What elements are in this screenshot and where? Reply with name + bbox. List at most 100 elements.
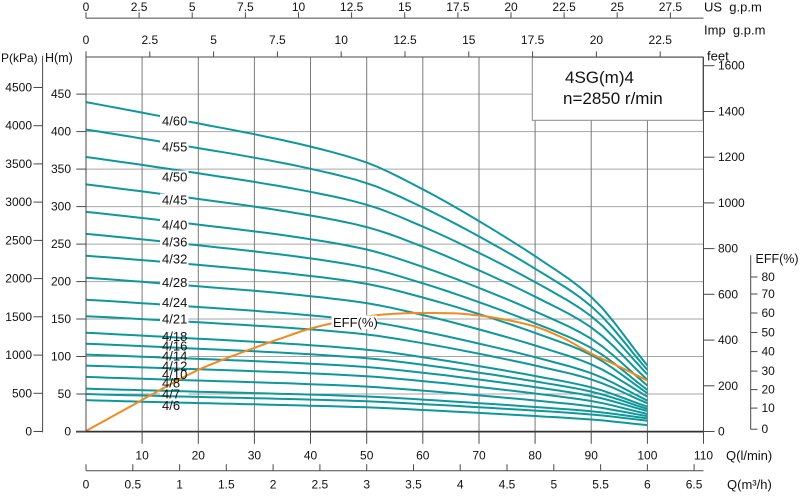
- svg-text:Q(l/min): Q(l/min): [726, 448, 772, 463]
- svg-text:5.5: 5.5: [592, 478, 609, 492]
- svg-text:n=2850 r/min: n=2850 r/min: [563, 89, 663, 108]
- svg-text:4/12: 4/12: [162, 359, 187, 374]
- svg-text:100: 100: [637, 449, 657, 463]
- svg-text:4/55: 4/55: [162, 140, 187, 155]
- svg-text:4/24: 4/24: [162, 295, 187, 310]
- svg-text:60: 60: [762, 306, 776, 320]
- svg-text:4: 4: [457, 478, 464, 492]
- svg-text:250: 250: [51, 237, 71, 251]
- svg-text:2.5: 2.5: [131, 0, 148, 14]
- svg-text:800: 800: [718, 242, 738, 256]
- svg-text:1400: 1400: [718, 105, 745, 119]
- svg-text:5: 5: [550, 478, 557, 492]
- svg-text:4/32: 4/32: [162, 252, 187, 267]
- svg-text:4/36: 4/36: [162, 235, 187, 250]
- svg-text:80: 80: [528, 449, 542, 463]
- svg-text:2.5: 2.5: [312, 478, 329, 492]
- svg-text:4/60: 4/60: [162, 114, 187, 129]
- svg-text:4/7: 4/7: [162, 387, 180, 402]
- svg-text:4000: 4000: [5, 119, 32, 133]
- svg-text:70: 70: [472, 449, 486, 463]
- svg-text:4/50: 4/50: [162, 170, 187, 185]
- svg-text:0: 0: [83, 0, 90, 14]
- svg-text:1000: 1000: [5, 348, 32, 362]
- svg-text:0: 0: [83, 478, 90, 492]
- svg-text:10: 10: [762, 401, 776, 415]
- svg-text:5: 5: [210, 33, 217, 47]
- svg-text:20: 20: [192, 449, 206, 463]
- svg-text:300: 300: [51, 200, 71, 214]
- svg-text:30: 30: [248, 449, 262, 463]
- svg-text:17.5: 17.5: [446, 0, 470, 14]
- svg-text:30: 30: [762, 364, 776, 378]
- svg-text:100: 100: [51, 350, 71, 364]
- svg-text:feet: feet: [707, 49, 729, 64]
- svg-text:6.5: 6.5: [686, 478, 703, 492]
- svg-text:4SG(m)4: 4SG(m)4: [565, 68, 634, 87]
- svg-text:4/8: 4/8: [162, 376, 180, 391]
- svg-text:600: 600: [718, 287, 738, 301]
- svg-text:22.5: 22.5: [552, 0, 576, 14]
- svg-text:50: 50: [58, 387, 72, 401]
- svg-text:H(m): H(m): [45, 51, 73, 65]
- svg-text:4/6: 4/6: [162, 398, 180, 413]
- svg-text:7.5: 7.5: [237, 0, 254, 14]
- svg-text:20: 20: [762, 383, 776, 397]
- svg-text:5: 5: [189, 0, 196, 14]
- svg-text:200: 200: [51, 275, 71, 289]
- svg-text:0.5: 0.5: [124, 478, 141, 492]
- svg-text:4/21: 4/21: [162, 312, 187, 327]
- svg-text:350: 350: [51, 162, 71, 176]
- svg-text:10: 10: [335, 33, 349, 47]
- svg-text:6: 6: [644, 478, 651, 492]
- svg-text:3000: 3000: [5, 195, 32, 209]
- svg-text:90: 90: [585, 449, 599, 463]
- svg-text:0: 0: [718, 425, 725, 439]
- svg-text:2.5: 2.5: [141, 33, 158, 47]
- svg-text:4/45: 4/45: [162, 193, 187, 208]
- svg-text:22.5: 22.5: [649, 33, 673, 47]
- svg-text:150: 150: [51, 312, 71, 326]
- svg-text:P(kPa): P(kPa): [1, 51, 38, 65]
- svg-text:4/10: 4/10: [162, 367, 187, 382]
- svg-text:50: 50: [360, 449, 374, 463]
- svg-text:17.5: 17.5: [521, 33, 545, 47]
- svg-text:400: 400: [718, 333, 738, 347]
- svg-text:1.5: 1.5: [218, 478, 235, 492]
- svg-text:0: 0: [762, 422, 769, 436]
- svg-text:0: 0: [83, 33, 90, 47]
- svg-text:2000: 2000: [5, 272, 32, 286]
- svg-text:2: 2: [270, 478, 277, 492]
- svg-text:7.5: 7.5: [269, 33, 286, 47]
- svg-text:80: 80: [762, 270, 776, 284]
- svg-text:1500: 1500: [5, 310, 32, 324]
- svg-text:4/18: 4/18: [162, 329, 187, 344]
- svg-text:25: 25: [611, 0, 625, 14]
- svg-text:2500: 2500: [5, 233, 32, 247]
- svg-text:40: 40: [304, 449, 318, 463]
- svg-text:450: 450: [51, 87, 71, 101]
- svg-text:EFF(%): EFF(%): [333, 315, 378, 330]
- svg-text:60: 60: [416, 449, 430, 463]
- svg-text:3.5: 3.5: [405, 478, 422, 492]
- svg-text:500: 500: [12, 386, 32, 400]
- svg-text:1: 1: [176, 478, 183, 492]
- svg-text:0: 0: [64, 425, 71, 439]
- svg-text:1200: 1200: [718, 150, 745, 164]
- svg-text:4/16: 4/16: [162, 339, 187, 354]
- svg-text:20: 20: [590, 33, 604, 47]
- svg-text:27.5: 27.5: [659, 0, 683, 14]
- svg-text:US g.p.m: US g.p.m: [704, 0, 762, 15]
- svg-text:200: 200: [718, 379, 738, 393]
- svg-text:4/14: 4/14: [162, 349, 187, 364]
- svg-text:20: 20: [504, 0, 518, 14]
- svg-text:10: 10: [135, 449, 149, 463]
- svg-text:4/40: 4/40: [162, 218, 187, 233]
- svg-text:1000: 1000: [718, 196, 745, 210]
- svg-text:12.5: 12.5: [393, 33, 417, 47]
- svg-text:110: 110: [694, 449, 713, 463]
- svg-text:3: 3: [363, 478, 370, 492]
- svg-text:10: 10: [292, 0, 306, 14]
- svg-text:4/28: 4/28: [162, 275, 187, 290]
- svg-text:Q(m³/h): Q(m³/h): [727, 477, 772, 492]
